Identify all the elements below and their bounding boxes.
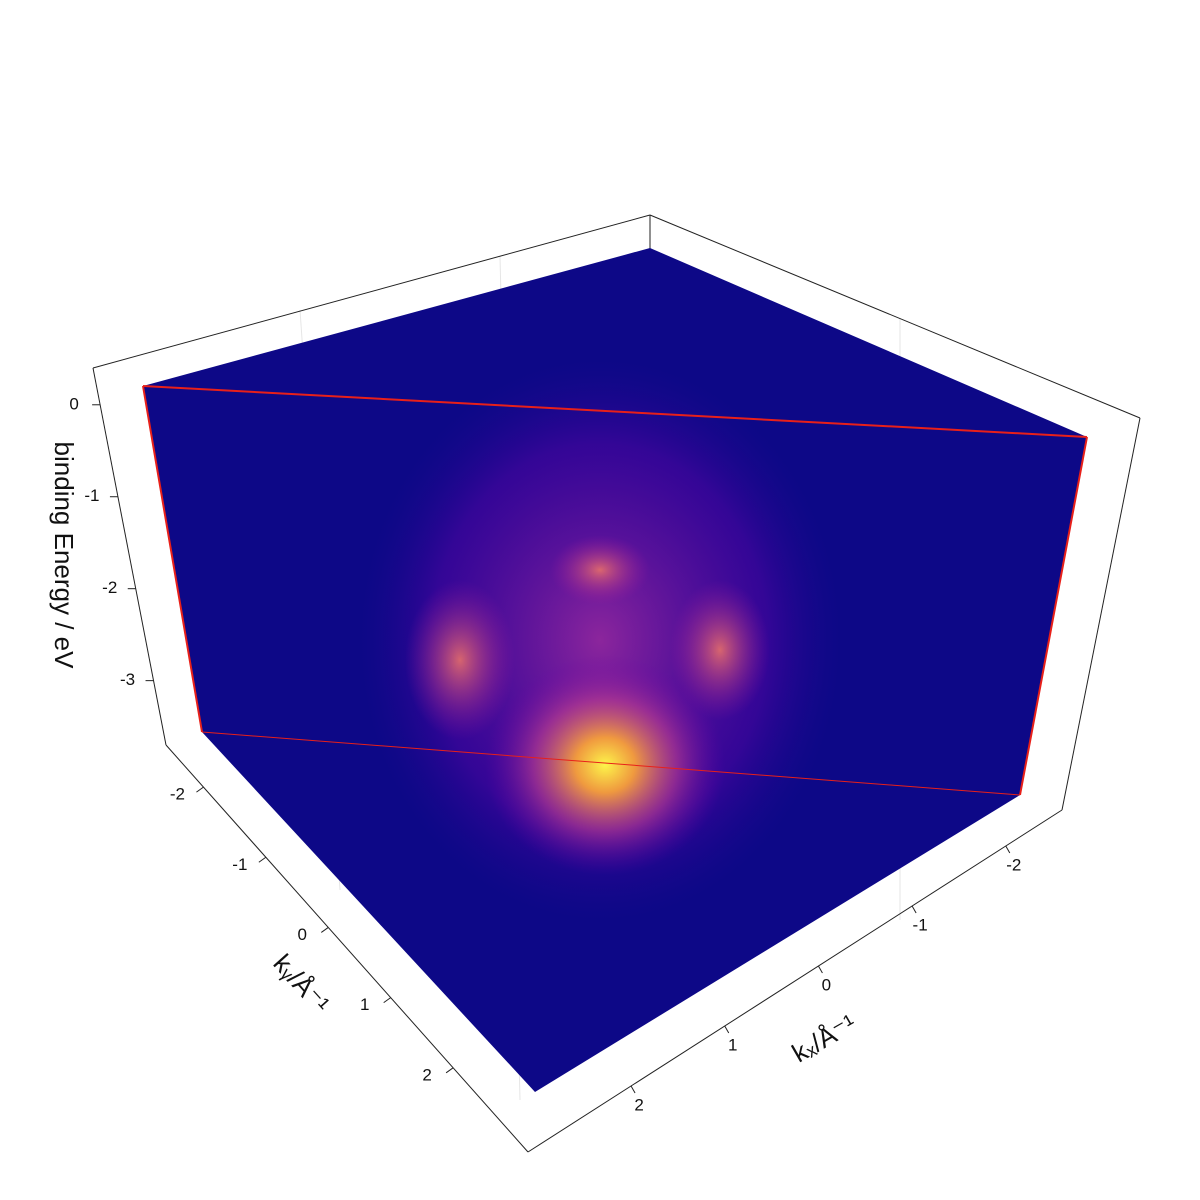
y-tick-label: 2 [422,1065,431,1084]
volume-glow [550,535,650,605]
x-axis-title: kₓ/Å⁻¹ [787,1008,862,1068]
cut-edge [201,731,1021,796]
y-tick [196,786,204,793]
y-tick-label: 1 [360,995,369,1014]
y-tick [445,1067,454,1074]
x-tick [817,965,823,974]
y-tick [258,856,267,863]
volume-glow [670,580,770,720]
x-tick-label: 2 [634,1095,643,1114]
frame-edge [527,809,1063,1153]
z-axis-title: binding Energy / eV [49,442,79,670]
y-tick-label: 0 [298,925,307,944]
y-tick-label: -1 [232,855,247,874]
z-tick-label: -2 [102,578,117,597]
x-tick [630,1085,636,1094]
x-tick [911,905,917,914]
x-tick [724,1025,730,1034]
y-axis-title: kᵧ/Å⁻¹ [268,948,336,1019]
y-tick-label: -2 [170,785,185,804]
frame-edge [92,214,651,369]
z-tick-label: 0 [69,394,78,413]
frame-edge [1061,417,1141,811]
cut-edge [142,385,1088,438]
x-tick-label: 0 [822,975,831,994]
cut-edge [1019,436,1088,796]
x-tick-label: -2 [1006,855,1021,874]
y-tick [320,927,329,933]
frame-edge [165,744,529,1153]
z-tick-label: -3 [120,670,135,689]
x-tick-label: 1 [728,1035,737,1054]
volume [142,248,1088,1092]
cut-edge [142,385,203,733]
volume-glow [485,655,725,875]
x-tick [1005,845,1011,854]
volume-glow [405,580,515,740]
z-tick-label: -1 [84,486,99,505]
frame-edge [649,214,1141,419]
x-tick-label: -1 [913,915,928,934]
y-tick [383,997,391,1004]
frame-edge [92,367,167,746]
